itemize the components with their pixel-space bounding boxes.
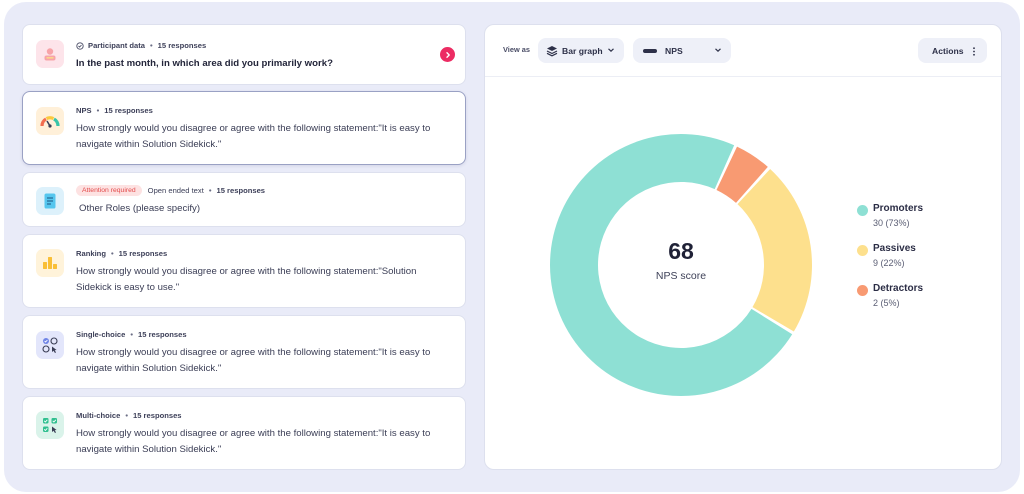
separator-dot: •	[96, 106, 100, 115]
separator-dot: •	[110, 249, 114, 258]
question-text: How strongly would you disagree or agree…	[76, 428, 431, 455]
question-meta: Participant data • 15 responses	[76, 41, 206, 50]
question-card-ranking[interactable]: Ranking • 15 responses How strongly woul…	[22, 234, 466, 308]
question-meta: Single-choice • 15 responses	[76, 330, 187, 339]
separator-dot: •	[130, 330, 134, 339]
legend-swatch	[857, 245, 868, 256]
ranking-bars-icon	[36, 249, 64, 277]
question-type: Single-choice	[76, 330, 126, 339]
question-card-nps[interactable]: NPS • 15 responses How strongly would yo…	[22, 91, 466, 165]
nps-bar-icon	[643, 48, 657, 53]
question-text: How strongly would you disagree or agree…	[76, 123, 431, 150]
legend-value: 9 (22%)	[873, 258, 905, 268]
question-meta: NPS • 15 responses	[76, 106, 153, 115]
question-meta: Attention required Open ended text • 15 …	[76, 185, 265, 196]
view-type-value: Bar graph	[562, 45, 603, 56]
question-type: Participant data	[88, 41, 145, 50]
nps-score-label: NPS score	[655, 270, 707, 282]
separator-dot: •	[149, 41, 153, 50]
question-card-single-choice[interactable]: Single-choice • 15 responses How strongl…	[22, 315, 466, 389]
question-type: Multi-choice	[76, 411, 121, 420]
legend-label: Detractors	[873, 283, 924, 294]
layers-icon	[546, 45, 558, 56]
question-text: Other Roles (please specify)	[79, 203, 201, 214]
question-card-multi-choice[interactable]: Multi-choice • 15 responses How strongly…	[22, 396, 466, 470]
question-card-open-ended[interactable]: Attention required Open ended text • 15 …	[22, 172, 466, 227]
actions-label: Actions	[932, 45, 964, 56]
metric-value: NPS	[665, 45, 683, 56]
donut-slice-promoters[interactable]	[550, 134, 793, 396]
multi-choice-icon	[36, 411, 64, 439]
response-count: 15 responses	[104, 106, 153, 115]
legend-label: Passives	[873, 243, 916, 254]
separator-dot: •	[208, 186, 212, 195]
legend-swatch	[857, 205, 868, 216]
results-panel: View as Bar graph NPS Actions 68	[484, 24, 1002, 470]
check-circle-icon	[76, 41, 84, 50]
response-count: 15 responses	[157, 41, 207, 50]
nps-score-value: 68	[668, 238, 694, 264]
view-type-select[interactable]: Bar graph	[538, 38, 624, 63]
legend-value: 30 (73%)	[873, 218, 910, 228]
chevron-right-icon	[445, 51, 450, 58]
attention-required-badge: Attention required	[76, 185, 142, 196]
chevron-down-icon	[715, 48, 721, 53]
question-card-participant-data[interactable]: Participant data • 15 responses In the p…	[22, 24, 466, 85]
question-text: How strongly would you disagree or agree…	[76, 266, 417, 293]
chart-area: 68 NPS score Promoters 30 (73%) Passives…	[485, 77, 1001, 469]
legend-value: 2 (5%)	[873, 298, 900, 308]
nps-donut-chart	[550, 134, 812, 396]
metric-select[interactable]: NPS	[633, 38, 731, 63]
question-type: NPS	[76, 106, 92, 115]
single-choice-icon	[36, 331, 64, 359]
actions-button[interactable]: Actions	[918, 38, 987, 63]
question-type: Ranking	[76, 249, 106, 258]
response-count: 15 responses	[216, 186, 266, 195]
document-icon	[36, 187, 64, 215]
participant-data-icon	[36, 40, 64, 68]
response-count: 15 responses	[118, 249, 168, 258]
donut-slice-detractors[interactable]	[716, 146, 768, 203]
gauge-icon	[36, 107, 64, 135]
response-count: 15 responses	[138, 330, 187, 339]
donut-slice-passives[interactable]	[737, 169, 812, 332]
question-meta: Multi-choice • 15 responses	[76, 411, 182, 420]
question-text: In the past month, in which area did you…	[76, 58, 333, 69]
open-question-button[interactable]	[440, 47, 455, 62]
chart-toolbar: View as Bar graph NPS Actions	[485, 25, 1001, 77]
question-meta: Ranking • 15 responses	[76, 249, 167, 258]
separator-dot: •	[125, 411, 128, 420]
view-as-label: View as	[503, 45, 530, 54]
response-count: 15 responses	[132, 411, 182, 420]
legend-label: Promoters	[873, 203, 924, 214]
chevron-down-icon	[608, 48, 614, 53]
question-text: How strongly would you disagree or agree…	[76, 347, 431, 374]
more-vertical-icon	[973, 47, 975, 56]
question-type: Open ended text	[147, 186, 204, 195]
legend-swatch	[857, 285, 868, 296]
